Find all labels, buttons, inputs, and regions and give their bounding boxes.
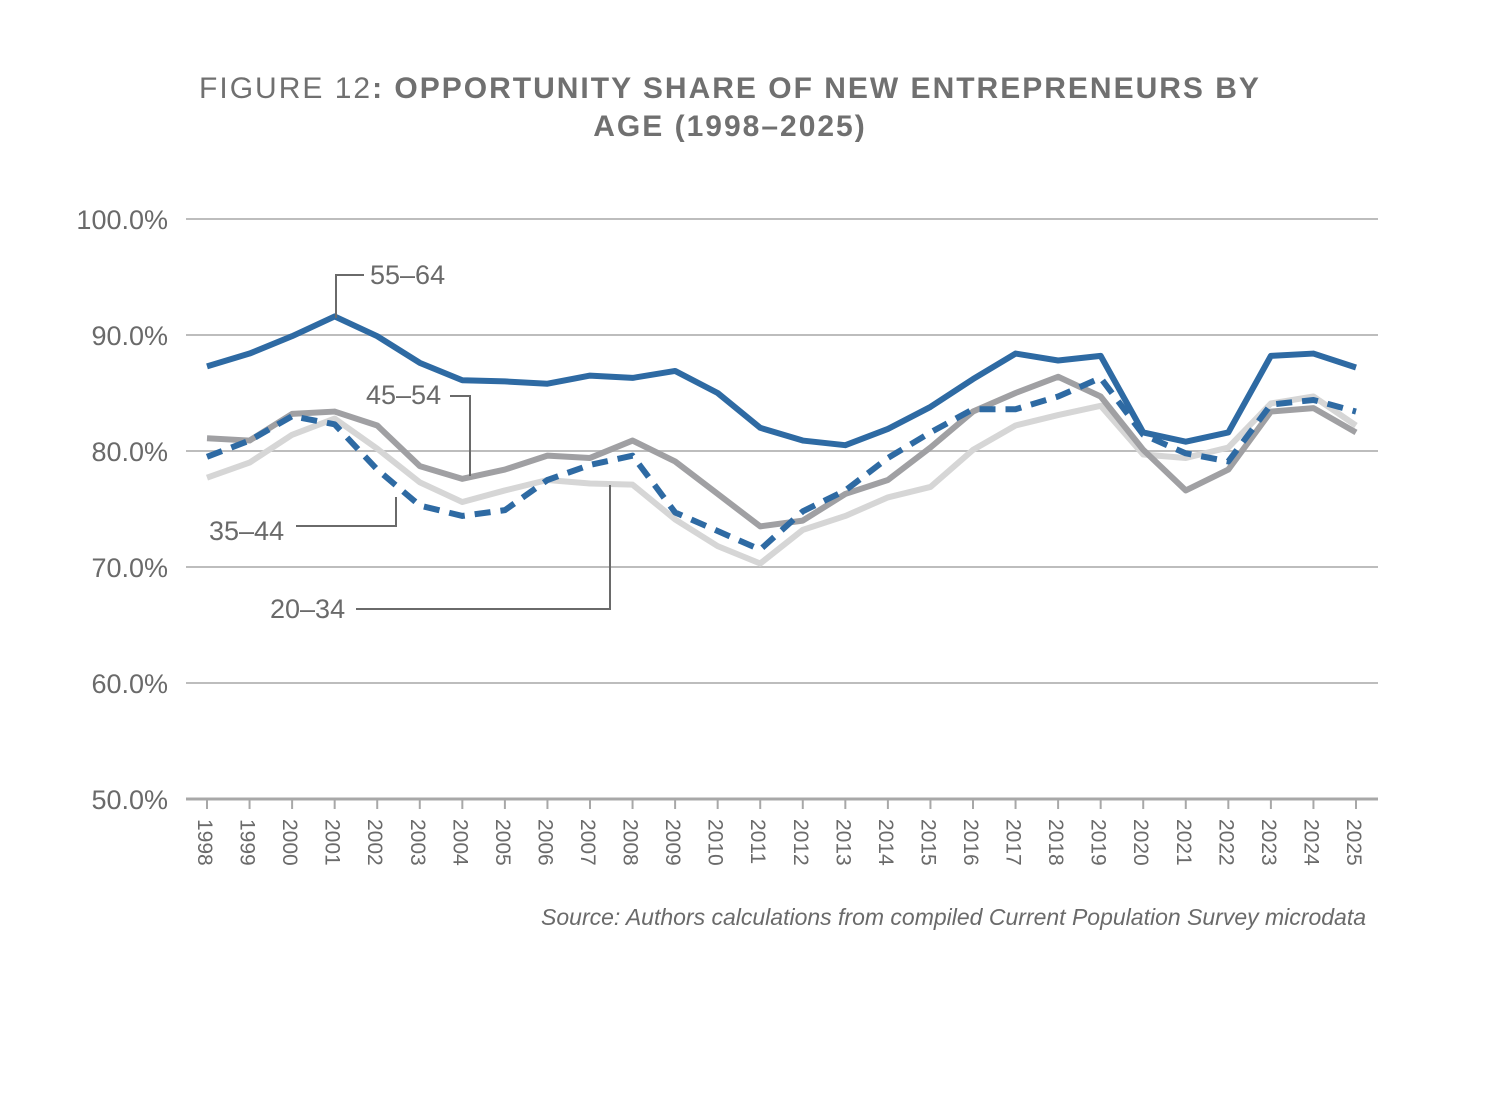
x-tick-label: 2014 [874, 819, 897, 866]
callout-line [356, 485, 611, 610]
x-tick-label: 2013 [831, 819, 854, 866]
title-text: : OPPORTUNITY SHARE OF NEW ENTREPRENEURS… [372, 72, 1261, 143]
x-tick-label: 2023 [1257, 819, 1280, 866]
x-tick-label: 2011 [746, 819, 769, 864]
callout-line [335, 274, 364, 318]
y-tick-label: 90.0% [91, 321, 168, 351]
x-tick-label: 2009 [661, 819, 684, 866]
callout-line [450, 395, 471, 476]
y-tick-label: 80.0% [91, 437, 168, 467]
chart-title: FIGURE 12: OPPORTUNITY SHARE OF NEW ENTR… [180, 70, 1280, 146]
callout-line [296, 497, 397, 527]
x-tick-label: 2005 [491, 819, 514, 866]
x-tick-label: 2022 [1214, 819, 1237, 866]
y-tick-label: 100.0% [76, 205, 168, 235]
series-label: 55–64 [370, 260, 445, 290]
x-tick-label: 2018 [1044, 819, 1067, 866]
x-tick-label: 2017 [1002, 819, 1025, 866]
series-line [206, 313, 1357, 449]
x-tick-label: 2003 [406, 819, 429, 866]
series-label: 20–34 [270, 594, 345, 624]
series-label: 45–54 [366, 380, 441, 410]
x-tick-label: 2010 [704, 819, 727, 866]
y-tick-label: 50.0% [91, 785, 168, 815]
x-tick-label: 2002 [363, 819, 386, 866]
y-tick-label: 70.0% [91, 553, 168, 583]
x-tick-label: 2024 [1299, 819, 1322, 866]
x-tick-label: 2004 [448, 819, 471, 866]
x-tick-label: 2001 [321, 819, 344, 866]
series-line [205, 374, 1357, 553]
series-line [205, 393, 1358, 567]
x-tick-label: 2006 [533, 819, 556, 866]
x-tick-label: 1999 [236, 819, 259, 866]
x-tick-label: 2016 [959, 819, 982, 866]
series-line [206, 373, 1358, 530]
x-tick-label: 2020 [1129, 819, 1152, 866]
x-tick-label: 2021 [1172, 819, 1195, 866]
x-tick-label: 2015 [916, 819, 939, 866]
x-tick-label: 2019 [1087, 819, 1110, 866]
source-note: Source: Authors calculations from compil… [541, 904, 1366, 930]
x-tick-label: 1998 [193, 819, 216, 866]
x-tick-label: 2012 [789, 819, 812, 866]
x-tick-label: 2025 [1342, 819, 1365, 866]
y-tick-label: 60.0% [91, 669, 168, 699]
x-tick-label: 2007 [576, 819, 599, 866]
x-tick-label: 2008 [619, 819, 642, 866]
x-tick-label: 2000 [278, 819, 301, 866]
series-label: 35–44 [209, 516, 284, 546]
title-prefix: FIGURE 12 [199, 72, 373, 105]
